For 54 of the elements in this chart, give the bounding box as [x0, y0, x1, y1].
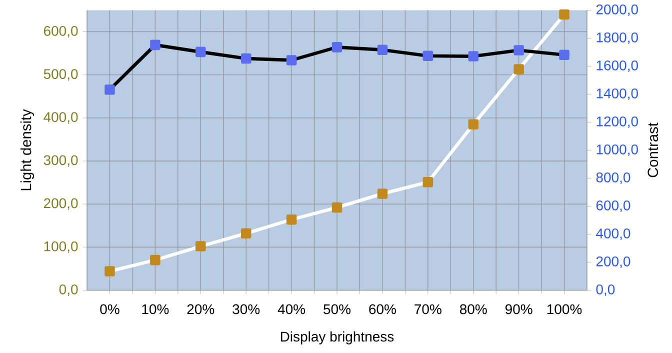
point: [514, 45, 524, 56]
y2-tick-label: 800,0: [596, 172, 630, 184]
point: [240, 228, 252, 238]
point: [377, 44, 388, 55]
point: [422, 50, 434, 61]
y-tick-label: 100,0: [44, 241, 78, 253]
point: [196, 46, 206, 57]
y2-tick-label: 600,0: [596, 200, 630, 212]
point: [196, 241, 206, 252]
point: [559, 9, 570, 20]
y-tick-label: 300,0: [44, 155, 78, 167]
x-tick-label: 60%: [369, 304, 396, 314]
x-tick-label: 70%: [414, 304, 442, 314]
y-tick-label: 400,0: [44, 112, 78, 124]
point: [468, 51, 479, 62]
point: [150, 40, 160, 50]
y2-tick-label: 1800,0: [596, 32, 638, 44]
point: [240, 53, 252, 64]
y2-axis-title: Contrast: [648, 122, 658, 178]
y2-tick-label: 1000,0: [596, 144, 638, 156]
y2-tick-label: 200,0: [596, 256, 630, 268]
point: [559, 50, 570, 60]
y-tick-label: 200,0: [44, 198, 78, 210]
point: [422, 176, 434, 188]
point: [150, 254, 160, 266]
point: [104, 266, 115, 276]
x-tick-label: 10%: [142, 304, 169, 314]
y-tick-label: 600,0: [44, 26, 78, 38]
x-tick-label: 50%: [324, 304, 350, 314]
y2-tick-label: 2000,0: [596, 4, 638, 16]
y2-tick-label: 1400,0: [596, 88, 638, 100]
x-tick-label: 90%: [505, 304, 532, 314]
y-tick-label: 0,0: [59, 284, 78, 296]
point: [468, 119, 478, 130]
y2-tick-label: 1200,0: [596, 116, 638, 128]
x-tick-label: 30%: [232, 304, 260, 314]
y2-tick-label: 1600,0: [596, 60, 638, 72]
point: [377, 188, 388, 199]
point: [332, 202, 342, 213]
y-tick-label: 500,0: [44, 68, 78, 81]
y2-tick-label: 0,0: [596, 284, 615, 296]
x-tick-label: 100%: [547, 304, 582, 314]
x-tick-label: 40%: [278, 304, 306, 314]
x-tick-label: 20%: [187, 304, 214, 314]
x-tick-label: 0%: [100, 304, 120, 314]
point: [286, 54, 297, 66]
y2-tick-label: 400,0: [596, 228, 630, 240]
point: [286, 214, 297, 225]
x-tick-label: 80%: [460, 304, 487, 314]
point: [514, 64, 524, 74]
y-axis-title: Light density: [20, 109, 34, 190]
point: [104, 84, 115, 95]
point: [332, 42, 342, 52]
x-axis-title: Display brightness: [280, 331, 394, 344]
